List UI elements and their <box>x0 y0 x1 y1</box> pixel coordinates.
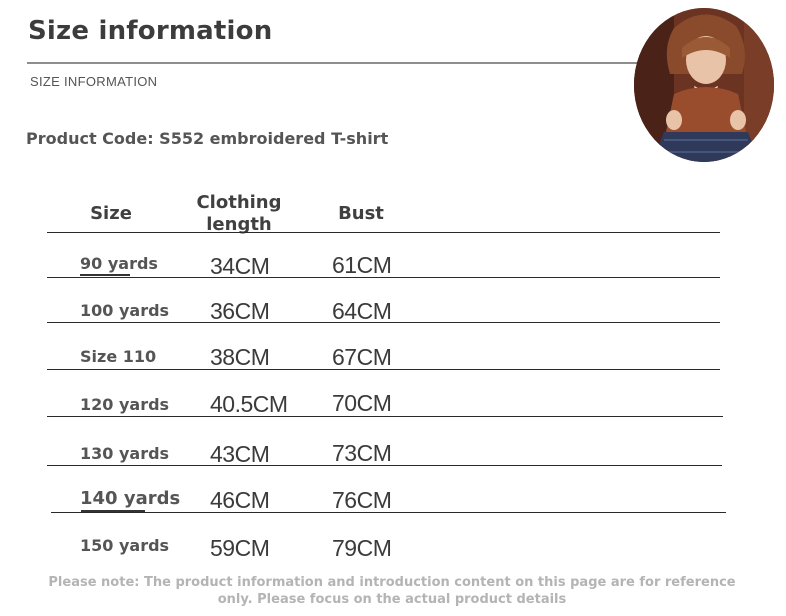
bust-cell: 61CM <box>332 252 392 278</box>
page-title: Size information <box>28 16 273 46</box>
column-header-clothing-length: Clothing length <box>196 192 282 235</box>
clothing-length-cell: 38CM <box>210 344 270 370</box>
size-cell: 90 yards <box>80 254 158 273</box>
size-cell: 150 yards <box>80 536 170 555</box>
disclaimer-note: Please note: The product information and… <box>40 574 744 608</box>
clothing-length-cell: 46CM <box>210 487 270 513</box>
column-header-bust: Bust <box>338 203 384 224</box>
size-cell: 100 yards <box>80 301 170 320</box>
row-rule <box>47 322 720 323</box>
bust-cell: 76CM <box>332 487 392 513</box>
row-rule <box>47 416 723 417</box>
column-header-size: Size <box>90 203 132 224</box>
title-divider <box>27 62 647 64</box>
bust-cell: 79CM <box>332 535 392 561</box>
size-cell: 130 yards <box>80 444 170 463</box>
clothing-length-cell: 40.5CM <box>210 391 288 417</box>
size-underline <box>80 274 130 276</box>
row-rule <box>51 512 726 513</box>
clothing-length-cell: 59CM <box>210 535 270 561</box>
model-photo <box>634 8 774 162</box>
row-rule <box>47 277 720 278</box>
size-cell: 120 yards <box>80 395 170 414</box>
disclaimer-line-1: Please note: The product information and… <box>48 575 736 590</box>
bust-cell: 64CM <box>332 298 392 324</box>
row-rule <box>47 465 722 466</box>
bust-cell: 70CM <box>332 390 392 416</box>
size-cell: Size 110 <box>80 347 157 366</box>
size-cell: 140 yards <box>80 488 181 509</box>
bust-cell: 73CM <box>332 440 392 466</box>
header-rule <box>47 232 720 233</box>
product-code: Product Code: S552 embroidered T-shirt <box>26 129 389 148</box>
clothing-length-cell: 43CM <box>210 441 270 467</box>
size-underline <box>81 510 145 512</box>
row-rule <box>47 369 720 370</box>
page-subtitle: SIZE INFORMATION <box>30 74 158 89</box>
disclaimer-line-2: only. Please focus on the actual product… <box>217 592 567 607</box>
bust-cell: 67CM <box>332 344 392 370</box>
clothing-length-cell: 34CM <box>210 253 270 279</box>
clothing-length-cell: 36CM <box>210 298 270 324</box>
